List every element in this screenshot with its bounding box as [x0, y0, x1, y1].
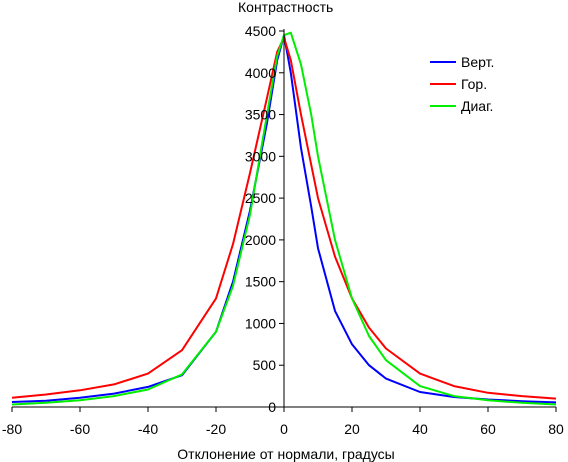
legend-label: Диаг.: [461, 98, 493, 114]
legend: Верт. Гор. Диаг.: [430, 54, 494, 114]
x-tick-label: -60: [70, 421, 90, 437]
y-tick-label: 0: [268, 399, 276, 415]
legend-label: Верт.: [461, 54, 494, 70]
y-tick-label: 4000: [245, 65, 276, 81]
y-axis-title: Контрастность: [238, 0, 333, 15]
y-tick-label: 2000: [245, 232, 276, 248]
series-line-3: [11, 31, 557, 406]
x-tick-label: 80: [548, 421, 564, 437]
y-tick-label: 500: [253, 357, 277, 373]
y-tick-label: 3500: [245, 107, 276, 123]
x-tick-label: 20: [344, 421, 360, 437]
series-line-2: [11, 36, 557, 400]
x-tick-label: -80: [2, 421, 22, 437]
series-line-1: [11, 34, 557, 404]
x-tick-label: -20: [206, 421, 226, 437]
y-tick-label: 3000: [245, 148, 276, 164]
y-tick-labels: 0 500 1000 1500 2000 2500 3000 3500 4000 4500: [245, 23, 284, 415]
x-axis-title: Отклонение от нормали, градусы: [177, 446, 394, 462]
x-tick-label: -40: [138, 421, 158, 437]
legend-label: Гор.: [461, 76, 487, 92]
y-tick-label: 4500: [245, 23, 276, 39]
x-tick-label: 60: [480, 421, 496, 437]
x-tick-labels: -80 -60 -40 -20 0 20 40 60 80: [2, 407, 564, 437]
x-tick-label: 40: [412, 421, 428, 437]
plot-lines: [11, 31, 557, 406]
y-tick-label: 1000: [245, 315, 276, 331]
y-tick-label: 2500: [245, 190, 276, 206]
y-tick-label: 1500: [245, 274, 276, 290]
x-tick-label: 0: [280, 421, 288, 437]
